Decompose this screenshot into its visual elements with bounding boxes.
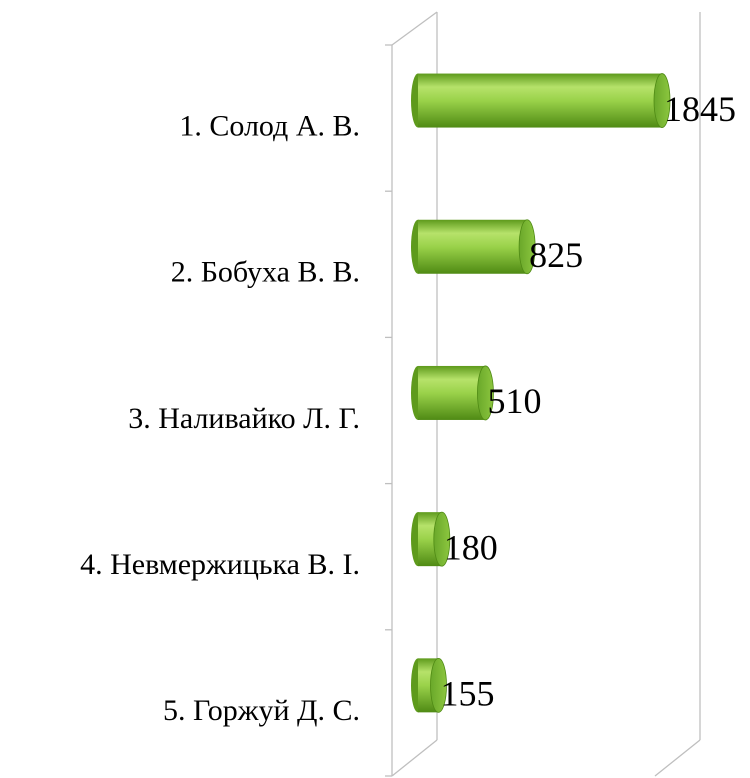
value-label: 180 — [444, 527, 498, 567]
plot-frame — [391, 11, 701, 777]
value-label: 825 — [529, 235, 583, 275]
bar — [411, 657, 447, 713]
category-label: 3. Наливайко Л. Г. — [128, 402, 360, 435]
category-label: 5. Горжуй Д. С. — [163, 694, 360, 727]
bar — [411, 73, 671, 128]
bar — [411, 219, 536, 275]
bar — [411, 511, 451, 567]
category-label: 1. Солод А. В. — [179, 109, 360, 142]
value-label: 510 — [487, 381, 541, 421]
value-label: 1845 — [664, 89, 736, 129]
category-label: 2. Бобуха В. В. — [171, 256, 360, 289]
bar — [411, 365, 494, 421]
value-label: 155 — [440, 674, 494, 714]
category-label: 4. Невмержицька В. І. — [80, 548, 360, 581]
